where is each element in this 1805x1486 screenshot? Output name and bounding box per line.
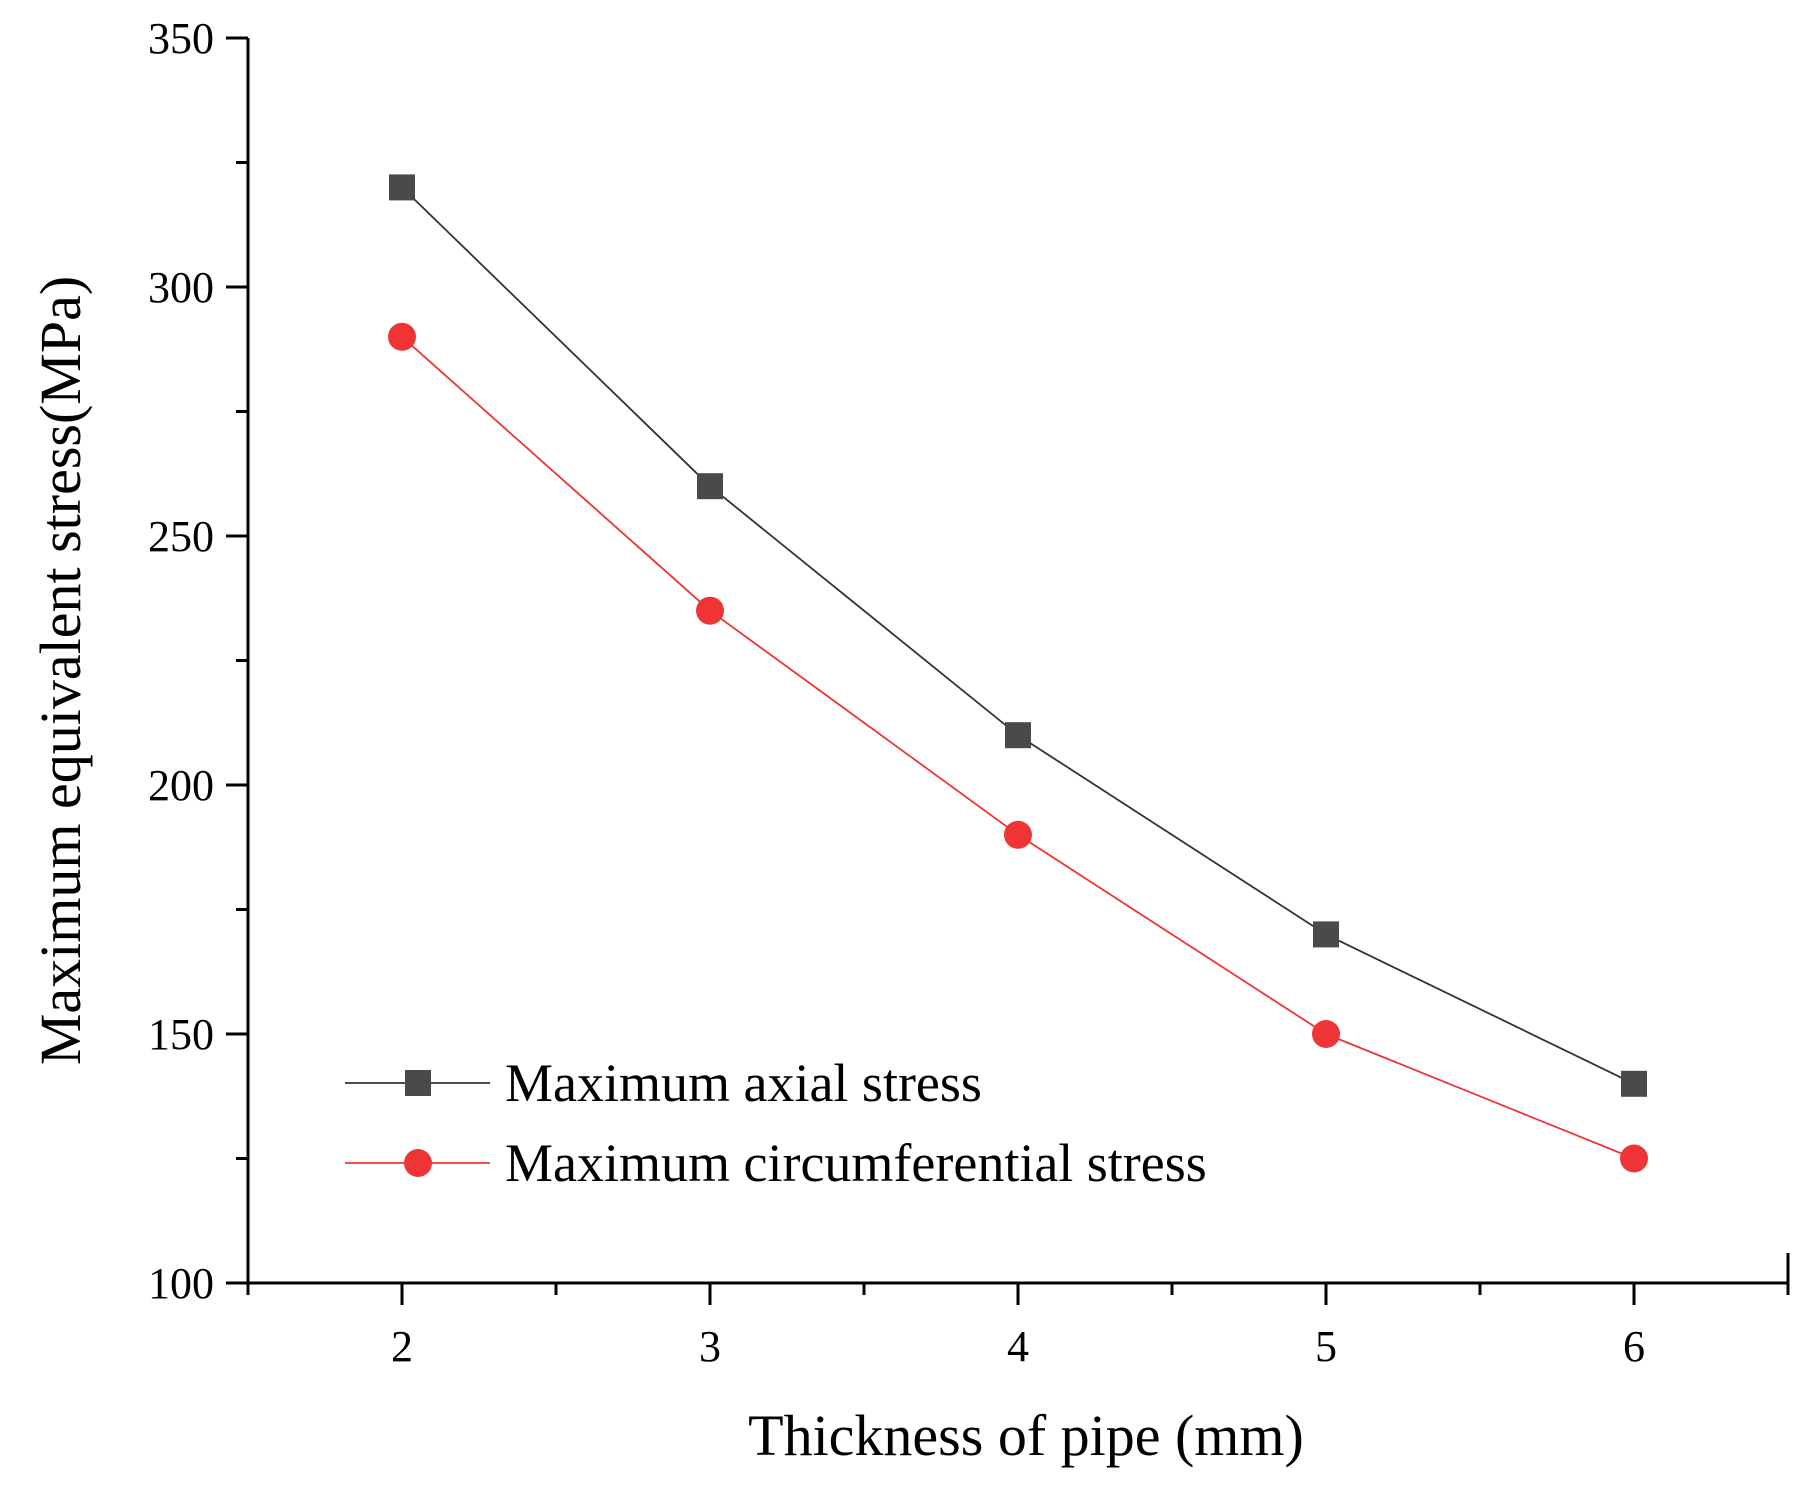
x-tick-label: 5 [1315,1322,1337,1371]
x-tick-label: 3 [699,1322,721,1371]
data-point-square [1005,722,1031,749]
y-tick-label: 250 [148,512,214,561]
data-point-square [389,174,415,201]
y-axis-ticks: 100 150 200 250 300 350 [148,14,248,1308]
x-tick-label: 2 [391,1322,413,1371]
data-point-circle [1620,1144,1648,1173]
series-line-segment [709,609,1019,836]
x-tick-label: 4 [1007,1322,1029,1371]
x-axis-ticks: 2 3 4 5 6 [246,1283,1790,1371]
series-line-segment [709,485,1019,736]
legend-item-circumferential: Maximum circumferential stress [345,1133,1207,1193]
axes [246,38,1790,1285]
data-point-circle [388,322,416,351]
y-tick-label: 300 [148,263,214,312]
data-point-circle [1004,820,1032,849]
y-tick-label: 150 [148,1010,214,1059]
legend-label-axial: Maximum axial stress [505,1053,982,1113]
series-axial [389,174,1647,1097]
legend-label-circumferential: Maximum circumferential stress [505,1133,1207,1193]
series-circumferential [388,322,1648,1173]
y-tick-label: 350 [148,14,214,63]
legend-marker-square [405,1070,431,1096]
series-line-segment [401,186,711,487]
y-axis-title: Maximum equivalent stress(MPa) [28,276,93,1065]
data-point-square [1313,921,1339,948]
x-axis-title: Thickness of pipe (mm) [748,1403,1304,1468]
legend-item-axial: Maximum axial stress [345,1053,982,1113]
data-point-circle [696,596,724,625]
series-line-segment [401,336,711,612]
x-tick-label: 6 [1623,1322,1645,1371]
series-line-segment [1017,834,1327,1035]
legend: Maximum axial stress Maximum circumferen… [345,1053,1207,1193]
y-tick-label: 200 [148,761,214,810]
data-point-circle [1312,1020,1340,1048]
series-layer [388,174,1648,1173]
legend-marker-circle [404,1149,432,1177]
series-line-segment [1325,933,1635,1085]
data-point-square [1621,1070,1647,1097]
series-line-segment [1017,734,1327,936]
y-tick-label: 100 [148,1259,214,1308]
series-line-segment [1325,1033,1635,1160]
data-point-square [697,473,723,500]
